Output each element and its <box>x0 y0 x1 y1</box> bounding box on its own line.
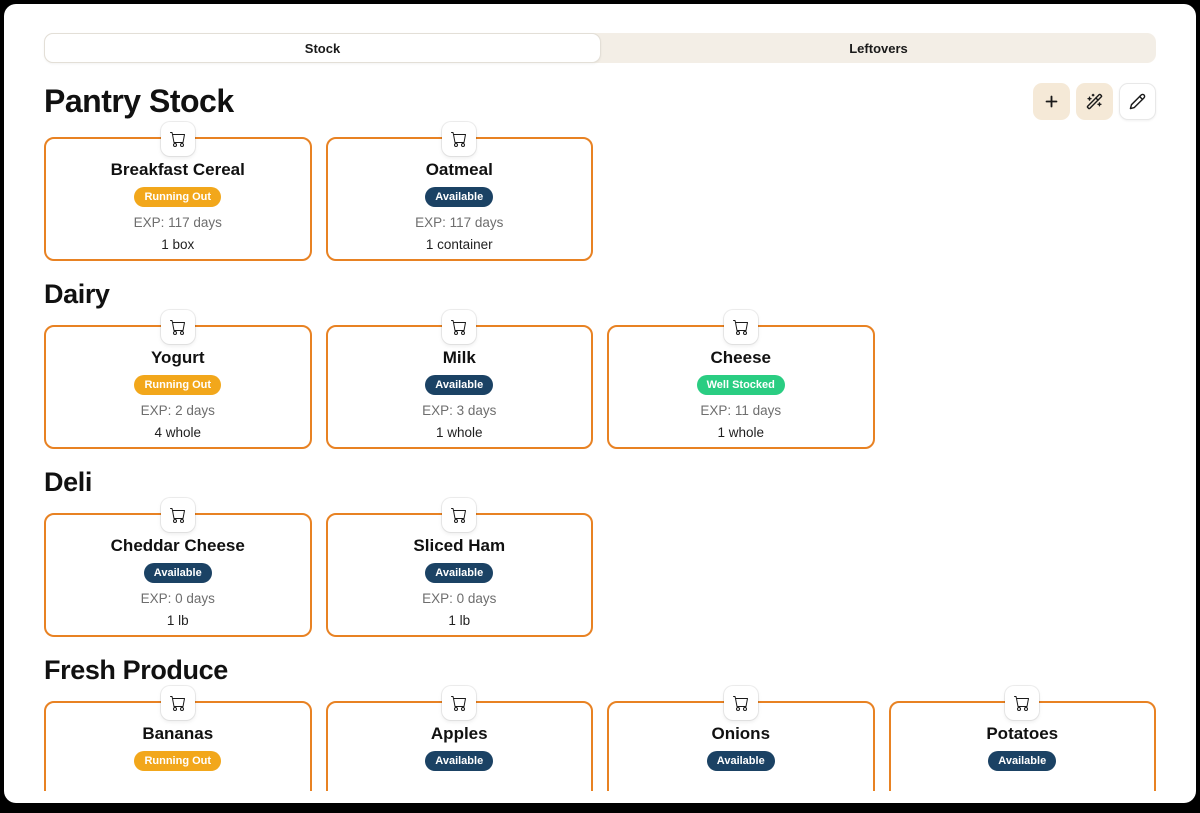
status-badge: Well Stocked <box>696 375 785 395</box>
status-badge: Available <box>143 563 212 583</box>
section: Breakfast Cereal Running Out EXP: 117 da… <box>44 122 1156 261</box>
quantity-text: 1 box <box>161 237 195 252</box>
wand-sparkles-icon <box>1086 93 1103 110</box>
item-card[interactable]: Breakfast Cereal Running Out EXP: 117 da… <box>44 122 312 261</box>
expiry-text: EXP: 0 days <box>422 591 497 606</box>
cards-grid: Breakfast Cereal Running Out EXP: 117 da… <box>44 122 1156 261</box>
quantity-text: 4 whole <box>154 425 202 440</box>
shopping-cart-icon <box>160 498 195 532</box>
item-card[interactable]: Cheese Well Stocked EXP: 11 days 1 whole <box>607 310 875 449</box>
status-badge: Running Out <box>134 375 222 395</box>
expiry-text: EXP: 11 days <box>700 403 782 418</box>
title-row: Pantry Stock <box>44 81 1156 121</box>
quantity-text: 1 whole <box>717 425 765 440</box>
shopping-cart-icon <box>160 310 195 344</box>
section-title: Deli <box>44 467 92 497</box>
magic-wand-button[interactable] <box>1076 82 1113 120</box>
item-card[interactable]: Milk Available EXP: 3 days 1 whole <box>325 310 593 449</box>
expiry-text: EXP: 117 days <box>133 215 222 230</box>
add-item-button[interactable] <box>1033 82 1070 120</box>
tab-bar: Stock Leftovers <box>44 33 1156 63</box>
item-card[interactable]: Yogurt Running Out EXP: 2 days 4 whole <box>44 310 312 449</box>
plus-icon <box>1043 93 1060 110</box>
toolbar <box>1033 82 1156 120</box>
status-badge: Running Out <box>134 187 222 207</box>
tab-stock-label: Stock <box>304 40 341 56</box>
item-card[interactable]: Oatmeal Available EXP: 117 days 1 contai… <box>325 122 593 261</box>
status-badge: Available <box>988 751 1057 771</box>
item-name: Yogurt <box>150 348 205 367</box>
item-card[interactable]: Apples Available <box>325 686 593 791</box>
expiry-text: EXP: 2 days <box>140 403 215 418</box>
item-name: Bananas <box>142 724 214 743</box>
quantity-text: 1 container <box>425 237 493 252</box>
cards-grid: Cheddar Cheese Available EXP: 0 days 1 l… <box>44 498 1156 637</box>
status-badge: Available <box>425 187 494 207</box>
section: Fresh Produce Bananas Running Out Apples… <box>44 655 1156 791</box>
shopping-cart-icon <box>442 310 477 344</box>
item-name: Sliced Ham <box>413 536 506 555</box>
expiry-text: EXP: 117 days <box>415 215 504 230</box>
shopping-cart-icon <box>723 686 758 720</box>
quantity-text: 1 lb <box>166 613 189 628</box>
shopping-cart-icon <box>160 122 195 156</box>
item-name: Cheese <box>710 348 771 367</box>
app-window: Stock Leftovers Pantry Stock <box>4 4 1196 803</box>
quantity-text: 1 whole <box>435 425 483 440</box>
quantity-text: 1 lb <box>448 613 471 628</box>
edit-button[interactable] <box>1119 82 1156 120</box>
item-name: Oatmeal <box>425 160 493 179</box>
status-badge: Available <box>706 751 775 771</box>
status-badge: Available <box>425 375 494 395</box>
status-badge: Available <box>425 751 494 771</box>
section-title: Dairy <box>44 279 110 309</box>
pencil-icon <box>1129 93 1146 110</box>
item-name: Breakfast Cereal <box>110 160 245 179</box>
sections: Breakfast Cereal Running Out EXP: 117 da… <box>44 122 1156 791</box>
expiry-text: EXP: 3 days <box>422 403 497 418</box>
cards-grid: Bananas Running Out Apples Available Oni… <box>44 686 1156 791</box>
shopping-cart-icon <box>442 498 477 532</box>
page-content: Stock Leftovers Pantry Stock <box>4 4 1196 791</box>
item-name: Apples <box>430 724 488 743</box>
item-name: Potatoes <box>986 724 1059 743</box>
item-card[interactable]: Onions Available <box>607 686 875 791</box>
tab-stock[interactable]: Stock <box>44 33 601 63</box>
item-card[interactable]: Cheddar Cheese Available EXP: 0 days 1 l… <box>44 498 312 637</box>
cards-grid: Yogurt Running Out EXP: 2 days 4 whole M… <box>44 310 1156 449</box>
shopping-cart-icon <box>442 686 477 720</box>
shopping-cart-icon <box>442 122 477 156</box>
tab-leftovers[interactable]: Leftovers <box>601 33 1156 63</box>
status-badge: Running Out <box>134 751 222 771</box>
shopping-cart-icon <box>1005 686 1040 720</box>
section-title: Fresh Produce <box>44 655 228 685</box>
item-name: Milk <box>442 348 476 367</box>
status-badge: Available <box>425 563 494 583</box>
item-card[interactable]: Potatoes Available <box>888 686 1156 791</box>
shopping-cart-icon <box>160 686 195 720</box>
section: Deli Cheddar Cheese Available EXP: 0 day… <box>44 467 1156 637</box>
expiry-text: EXP: 0 days <box>140 591 215 606</box>
item-name: Onions <box>711 724 771 743</box>
tab-leftovers-label: Leftovers <box>849 40 908 56</box>
section: Dairy Yogurt Running Out EXP: 2 days 4 w… <box>44 279 1156 449</box>
item-name: Cheddar Cheese <box>110 536 245 555</box>
item-card[interactable]: Sliced Ham Available EXP: 0 days 1 lb <box>325 498 593 637</box>
item-card[interactable]: Bananas Running Out <box>44 686 312 791</box>
shopping-cart-icon <box>723 310 758 344</box>
page-title: Pantry Stock <box>44 82 234 119</box>
